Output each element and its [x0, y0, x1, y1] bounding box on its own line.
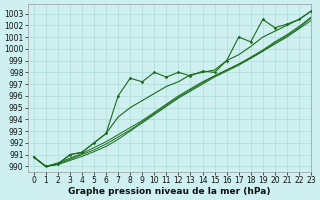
X-axis label: Graphe pression niveau de la mer (hPa): Graphe pression niveau de la mer (hPa) — [68, 187, 271, 196]
